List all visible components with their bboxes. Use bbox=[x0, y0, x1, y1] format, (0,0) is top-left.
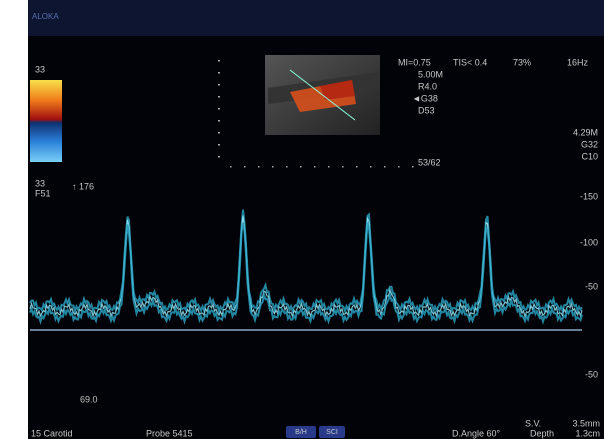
depth-dot bbox=[370, 166, 372, 168]
depth-dot bbox=[218, 72, 220, 74]
power: 73% bbox=[513, 57, 531, 67]
d-angle: D.Angle 60° bbox=[452, 428, 501, 438]
rate: 16Hz bbox=[567, 57, 589, 67]
depth-dot bbox=[342, 166, 344, 168]
doppler-param: 4.29M bbox=[573, 127, 598, 137]
depth-dot bbox=[218, 108, 220, 110]
velocity-label: -150 bbox=[580, 191, 598, 201]
color-bar bbox=[30, 80, 62, 162]
frame-rate: F51 bbox=[35, 188, 51, 198]
depth-dot bbox=[244, 166, 246, 168]
brand: ALOKA bbox=[32, 12, 59, 21]
angle-value: 69.0 bbox=[80, 394, 98, 404]
doppler-param: G32 bbox=[581, 139, 598, 149]
ultrasound-screen: ALOKA 33 33 F51 ↑ 176 MI=0.75 TIS< 0.4 7… bbox=[0, 0, 604, 439]
depth-dot bbox=[272, 166, 274, 168]
depth-dot bbox=[218, 96, 220, 98]
tis: TIS< 0.4 bbox=[453, 57, 487, 67]
depth-dot bbox=[218, 60, 220, 62]
scale-top: 33 bbox=[35, 64, 45, 74]
depth-dot bbox=[412, 166, 414, 168]
depth-dot bbox=[230, 166, 232, 168]
velocity-label: -100 bbox=[580, 237, 598, 247]
depth-dot bbox=[328, 166, 330, 168]
depth-dot bbox=[218, 120, 220, 122]
mi: MI=0.75 bbox=[398, 57, 431, 67]
velocity-label: -50 bbox=[585, 281, 598, 291]
ratio: 53/62 bbox=[418, 157, 441, 167]
scale-bottom: 33 bbox=[35, 178, 45, 188]
velocity-label: -50 bbox=[585, 369, 598, 379]
param: 5.00M bbox=[418, 69, 443, 79]
depth-dot bbox=[286, 166, 288, 168]
param: R4.0 bbox=[418, 81, 437, 91]
depth-dot bbox=[258, 166, 260, 168]
sv-value: 3.5mm bbox=[572, 418, 600, 428]
depth-dot bbox=[218, 84, 220, 86]
param: D53 bbox=[418, 105, 435, 115]
depth-dot bbox=[218, 132, 220, 134]
depth-dot bbox=[300, 166, 302, 168]
depth-dot bbox=[398, 166, 400, 168]
top-bar bbox=[28, 0, 604, 36]
preset: 15 Carotid bbox=[31, 428, 73, 438]
probe: Probe 5415 bbox=[146, 428, 193, 438]
depth-dot bbox=[218, 156, 220, 158]
sv-label: S.V. bbox=[525, 418, 541, 428]
depth-dot bbox=[384, 166, 386, 168]
depth-dot bbox=[314, 166, 316, 168]
depth-value: 1.3cm bbox=[575, 428, 600, 438]
depth-dot bbox=[356, 166, 358, 168]
depth-dot bbox=[218, 144, 220, 146]
depth-label: Depth bbox=[530, 428, 554, 438]
doppler-param: C10 bbox=[581, 151, 598, 161]
param: ◄G38 bbox=[412, 93, 438, 103]
button-label[interactable]: SCI bbox=[326, 429, 338, 436]
button-label[interactable]: B/H bbox=[295, 429, 307, 436]
marker: ↑ 176 bbox=[72, 181, 94, 191]
